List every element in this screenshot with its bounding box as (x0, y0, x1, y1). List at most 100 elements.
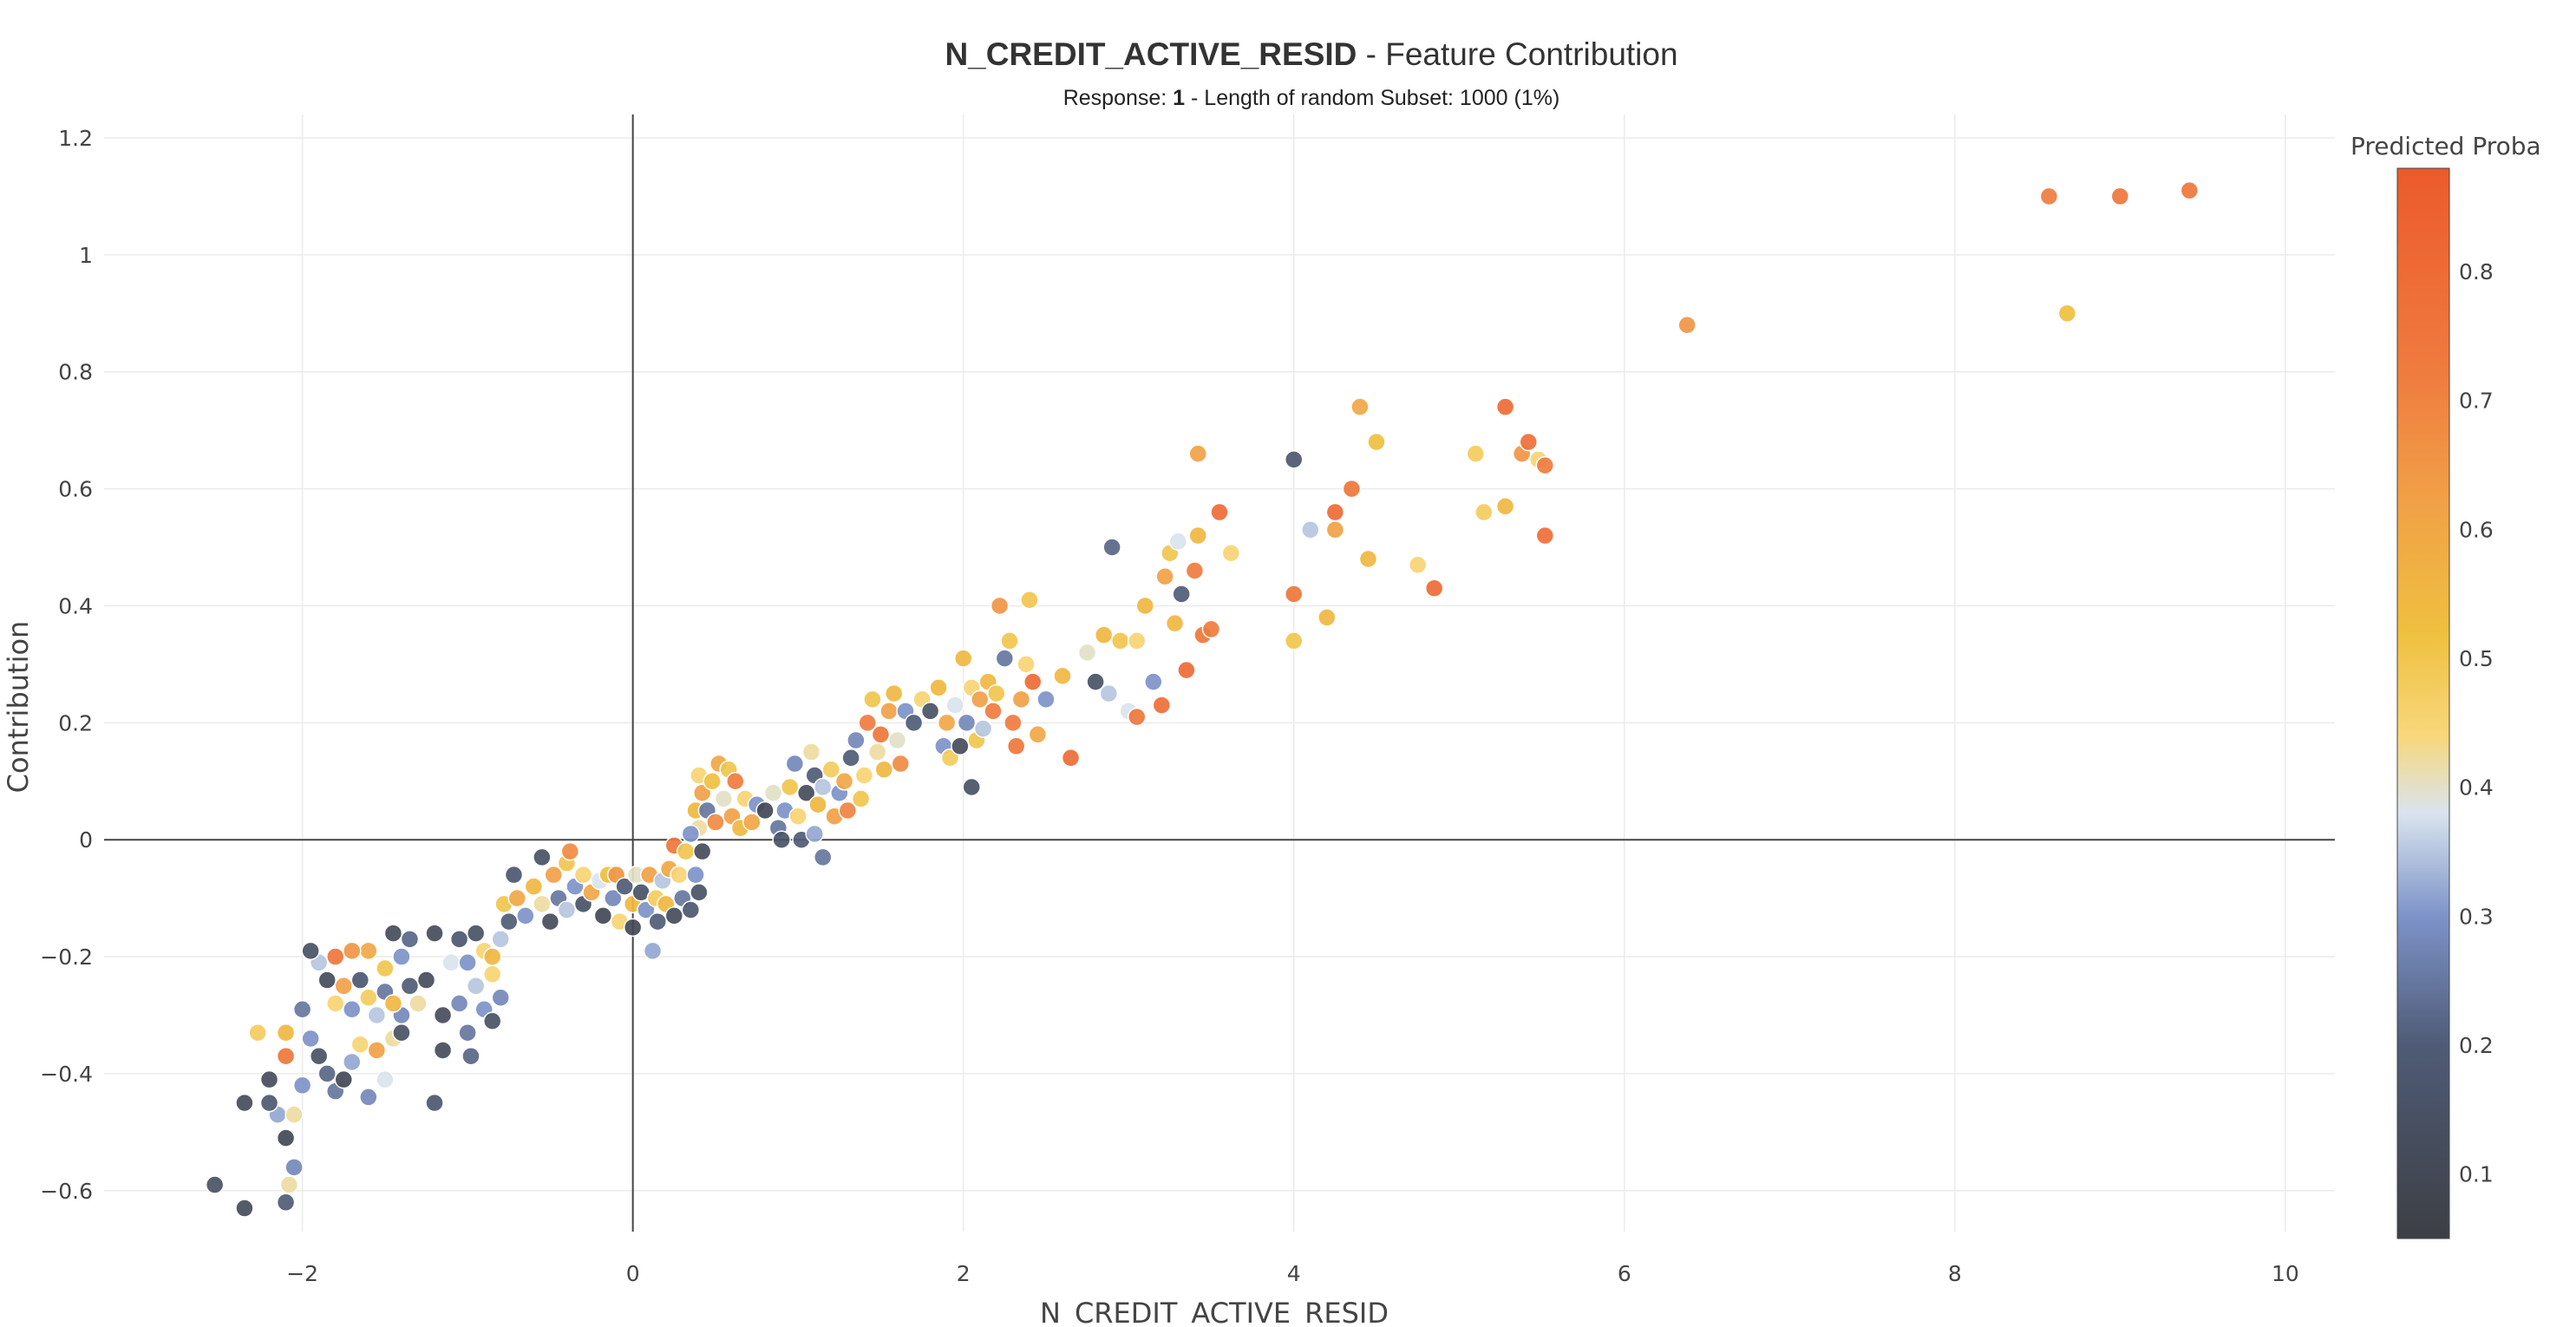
scatter-point (1077, 643, 1097, 663)
scatter-point (867, 742, 887, 762)
x-axis-title: N_CREDIT_ACTIVE_RESID (1040, 1297, 1389, 1327)
scatter-point (973, 719, 993, 738)
scatter-point (796, 783, 816, 802)
scatter-point (1350, 397, 1370, 416)
scatter-point (1086, 672, 1105, 691)
scatter-point (814, 777, 833, 797)
scatter-point (1036, 690, 1056, 709)
scatter-point (788, 807, 807, 826)
scatter-point (780, 777, 800, 797)
scatter-point (235, 1199, 254, 1218)
scatter-point (1168, 532, 1188, 552)
scatter-point (714, 789, 734, 808)
scatter-point (376, 1069, 395, 1089)
scatter-point (726, 772, 745, 791)
scatter-point (544, 865, 563, 885)
scatter-point (292, 999, 312, 1019)
scatter-point (392, 947, 411, 966)
colorbar-tick-label: 0.3 (2459, 904, 2494, 929)
scatter-point (516, 906, 535, 925)
scatter-point (904, 713, 924, 733)
scatter-point (279, 1175, 299, 1194)
scatter-point (962, 777, 981, 797)
scatter-point (317, 971, 337, 990)
scatter-point (1185, 561, 1205, 580)
scatter-point (1188, 526, 1207, 546)
scatter-point (1135, 596, 1155, 616)
scatter-point (884, 683, 904, 703)
scatter-point (706, 813, 725, 832)
scatter-point (670, 865, 689, 885)
colorbar-tick-label: 0.4 (2459, 775, 2494, 801)
scatter-point (276, 1193, 296, 1213)
scatter-point (491, 988, 510, 1008)
scatter-point (1017, 655, 1036, 674)
colorbar-title: Predicted Proba (2350, 132, 2541, 160)
scatter-point (1061, 748, 1081, 768)
scatter-point (1284, 450, 1304, 469)
scatter-point (1094, 625, 1114, 644)
scatter-point (879, 702, 899, 721)
scatter-point (276, 1023, 296, 1043)
colorbar (2396, 167, 2450, 1239)
scatter-point (1535, 455, 1555, 475)
x-tick-label: 4 (1287, 1261, 1301, 1286)
scatter-point (235, 1093, 254, 1113)
subtitle-response-value: 1 (1173, 86, 1185, 110)
scatter-point (466, 977, 486, 996)
scatter-point (847, 730, 866, 750)
scatter-point (1342, 479, 1362, 499)
scatter-point (367, 1041, 387, 1060)
scatter-point (325, 994, 345, 1013)
scatter-point (504, 865, 524, 885)
y-axis-title: Contribution (2, 621, 35, 794)
scatter-point (1495, 497, 1515, 516)
scatter-point (1519, 432, 1539, 452)
scatter-point (301, 941, 320, 961)
scatter-point (937, 713, 957, 733)
scatter-point (604, 888, 623, 908)
scatter-point (763, 783, 783, 802)
scatter-point (920, 702, 940, 721)
scatter-point (1358, 549, 1378, 569)
scatter-point (995, 649, 1015, 668)
subtitle-post: - Length of random Subset: 1000 (1%) (1185, 86, 1559, 110)
chart-title-rest: - Feature Contribution (1357, 36, 1677, 72)
scatter-point (805, 824, 824, 844)
scatter-point (507, 888, 527, 908)
scatter-point (533, 847, 552, 867)
scatter-point (1367, 432, 1386, 452)
scatter-point (854, 766, 874, 785)
zero-lines (104, 114, 2335, 1232)
scatter-point (838, 801, 858, 820)
scatter-point (643, 941, 663, 961)
scatter-point (416, 971, 436, 990)
colorbar-tick-label: 0.8 (2459, 259, 2494, 284)
colorbar-tick-label: 0.5 (2459, 646, 2494, 671)
scatter-point (615, 877, 634, 896)
scatter-point (1495, 397, 1515, 416)
scatter-point (276, 1046, 296, 1066)
scatter-point (686, 865, 705, 885)
scatter-point (851, 789, 871, 808)
x-tick-label: 10 (2272, 1261, 2299, 1286)
scatter-point (2180, 180, 2200, 200)
scatter-point (284, 1158, 304, 1177)
scatter-point (1301, 520, 1320, 539)
scatter-point (482, 964, 502, 984)
scatter-point (1535, 526, 1555, 546)
scatter-point (292, 1075, 312, 1095)
scatter-point (772, 830, 791, 849)
scatter-point (874, 760, 893, 780)
scatter-point (834, 772, 854, 791)
scatter-point (692, 841, 712, 861)
scatter-point (334, 1069, 354, 1089)
colorbar-tick-label: 0.1 (2459, 1162, 2494, 1187)
scatter-point (1474, 502, 1494, 522)
y-tick-labels: −0.6 −0.4 −0.2 0 0.2 0.4 0.6 0.8 1 1.2 (40, 126, 93, 1204)
scatter-point (276, 1128, 296, 1147)
scatter-point (801, 742, 821, 762)
scatter-point (1284, 585, 1304, 604)
scatter-point (284, 1105, 304, 1124)
y-tick-label: 0 (79, 827, 93, 853)
